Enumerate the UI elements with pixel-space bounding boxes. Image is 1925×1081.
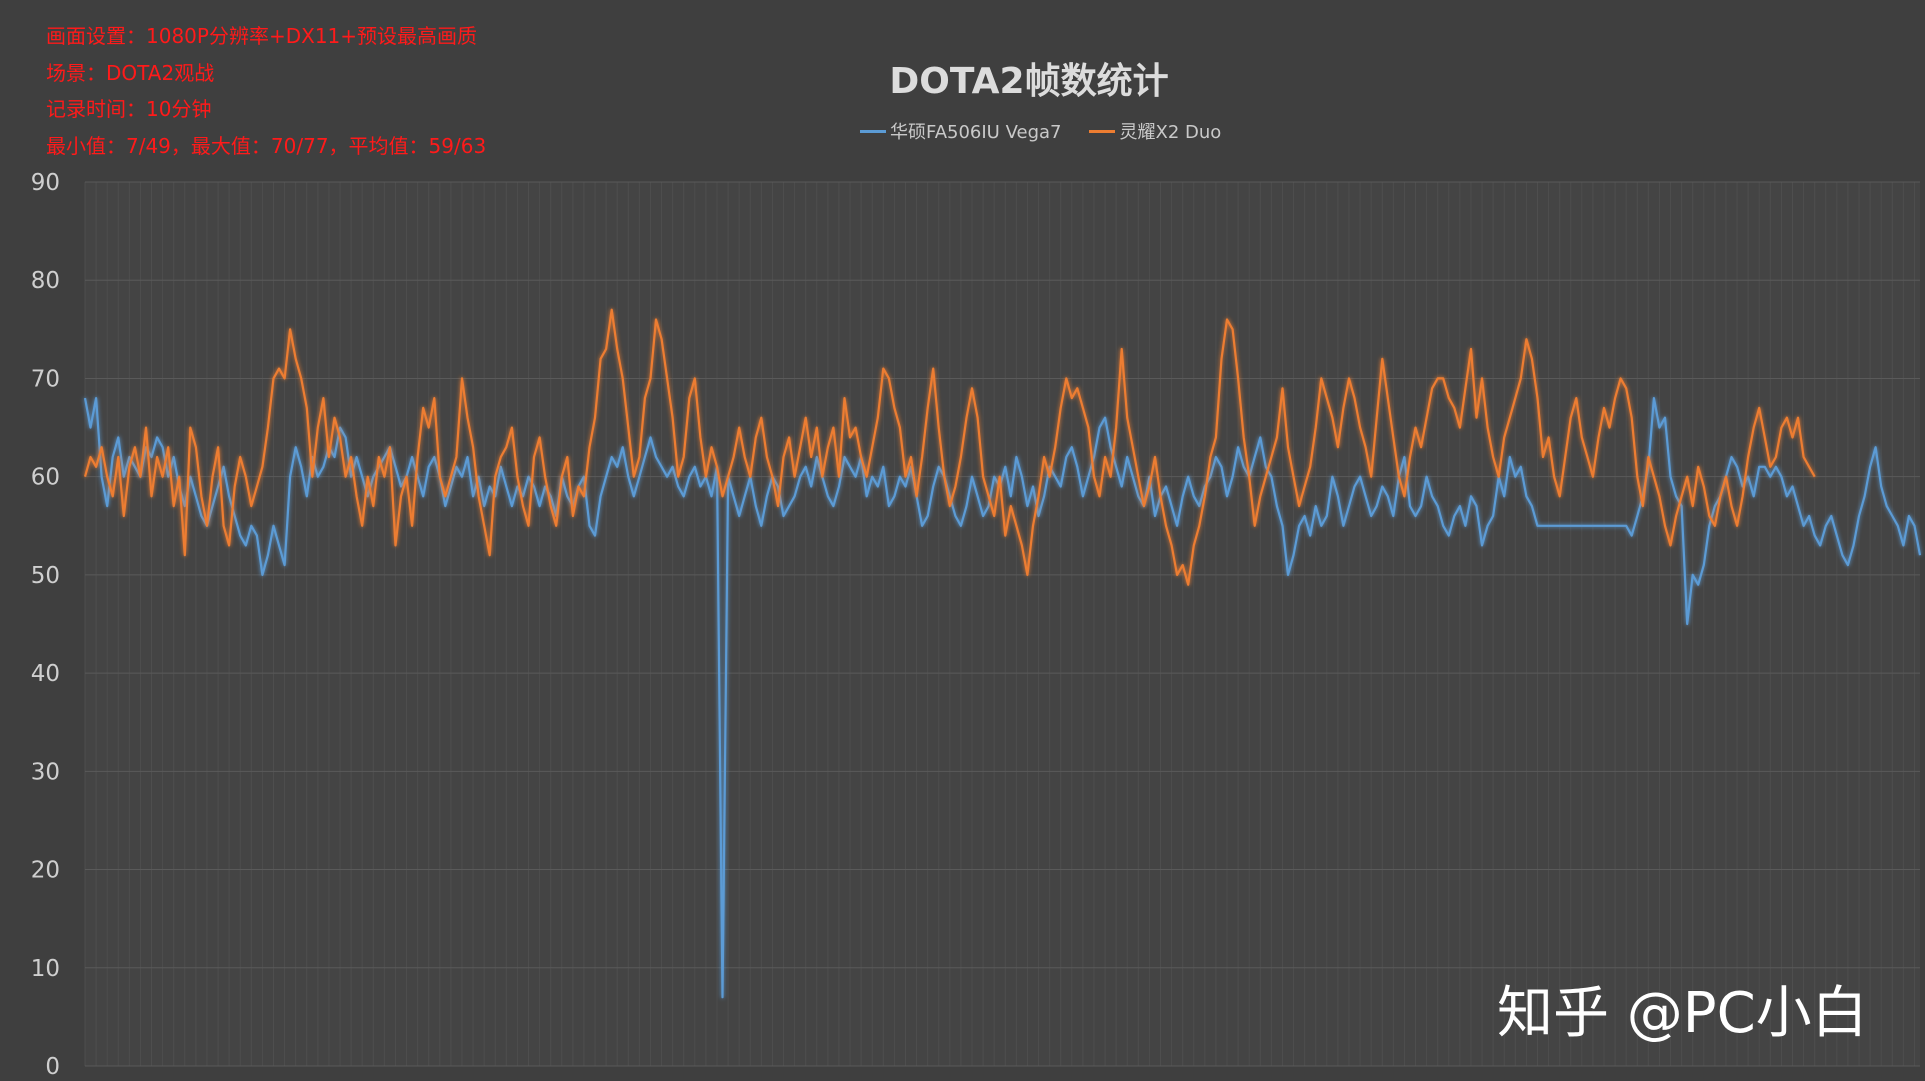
y-tick-label: 30 <box>31 759 60 785</box>
y-tick-label: 0 <box>45 1054 60 1080</box>
series-line-zenbook <box>83 308 1816 586</box>
y-tick-label: 50 <box>31 563 60 589</box>
info-line-stats: 最小值：7/49，最大值：70/77，平均值：59/63 <box>46 133 487 158</box>
y-tick-label: 60 <box>31 465 60 491</box>
info-line-scene: 场景：DOTA2观战 <box>46 60 215 85</box>
y-tick-label: 40 <box>31 661 60 687</box>
y-tick-label: 70 <box>31 366 60 392</box>
legend-label-zenbook: 灵耀X2 Duo <box>1119 122 1222 143</box>
y-tick-label: 80 <box>31 268 60 294</box>
y-tick-label: 20 <box>31 858 60 884</box>
zhihu-watermark: 知乎 @PC小白 <box>1497 981 1868 1046</box>
y-tick-label: 90 <box>31 170 60 196</box>
test-info-block: 画面设置：1080P分辨率+DX11+预设最高画质 场景：DOTA2观战 记录时… <box>46 18 486 164</box>
legend-item-asus: 华硕FA506IU Vega7 <box>860 118 1061 144</box>
chart-legend: 华硕FA506IU Vega7 灵耀X2 Duo <box>860 118 1221 144</box>
info-line-duration: 记录时间：10分钟 <box>46 97 212 121</box>
legend-item-zenbook: 灵耀X2 Duo <box>1089 118 1221 144</box>
legend-label-asus: 华硕FA506IU Vega7 <box>890 122 1062 143</box>
info-line-settings: 画面设置：1080P分辨率+DX11+预设最高画质 <box>46 24 478 48</box>
y-tick-label: 10 <box>31 956 60 982</box>
vertical-gridlines <box>84 182 1915 1066</box>
legend-swatch-zenbook <box>1089 129 1116 133</box>
plot-area <box>85 182 1920 1066</box>
legend-swatch-asus <box>860 129 886 133</box>
chart-title: DOTA2帧数统计 <box>889 61 1169 102</box>
